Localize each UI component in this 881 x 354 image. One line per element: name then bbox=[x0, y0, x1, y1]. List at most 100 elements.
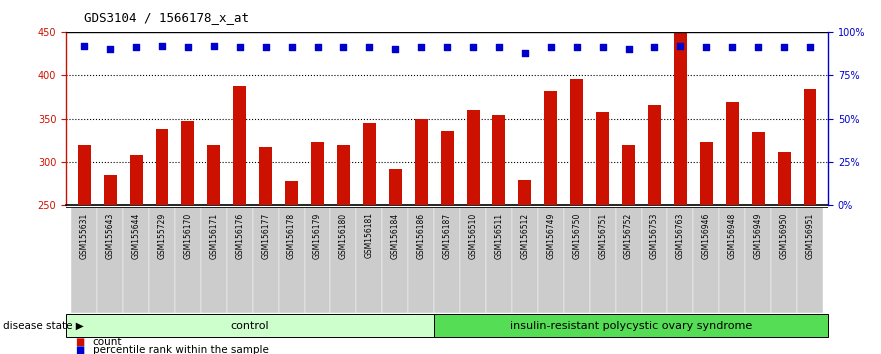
Bar bbox=[467, 110, 479, 205]
Text: insulin-resistant polycystic ovary syndrome: insulin-resistant polycystic ovary syndr… bbox=[510, 320, 752, 331]
Bar bbox=[337, 144, 350, 205]
Bar bbox=[104, 175, 116, 205]
Bar bbox=[751, 132, 765, 205]
Point bbox=[440, 45, 454, 50]
Point bbox=[129, 45, 143, 50]
Bar bbox=[363, 123, 376, 205]
Bar bbox=[518, 180, 531, 205]
Bar bbox=[201, 207, 226, 313]
Point bbox=[621, 46, 635, 52]
Bar bbox=[486, 207, 512, 313]
Text: GSM156178: GSM156178 bbox=[287, 212, 296, 258]
Point bbox=[544, 45, 558, 50]
Text: GSM156749: GSM156749 bbox=[546, 212, 555, 259]
Bar bbox=[674, 33, 687, 205]
Text: GSM156186: GSM156186 bbox=[417, 212, 426, 258]
Point bbox=[285, 45, 299, 50]
Bar bbox=[778, 153, 790, 205]
Point bbox=[337, 45, 351, 50]
Bar bbox=[745, 207, 771, 313]
Point bbox=[777, 45, 791, 50]
Text: ■: ■ bbox=[75, 345, 84, 354]
Text: GSM156949: GSM156949 bbox=[753, 212, 763, 259]
Point bbox=[596, 45, 610, 50]
Bar bbox=[305, 207, 330, 313]
Bar bbox=[512, 207, 537, 313]
Bar bbox=[726, 102, 738, 205]
Point bbox=[803, 45, 817, 50]
Bar bbox=[589, 207, 616, 313]
Text: GSM156170: GSM156170 bbox=[183, 212, 192, 259]
Bar bbox=[130, 155, 143, 205]
Bar bbox=[71, 207, 97, 313]
Bar bbox=[700, 142, 713, 205]
Text: GSM156946: GSM156946 bbox=[702, 212, 711, 259]
Bar bbox=[181, 121, 195, 205]
Bar bbox=[311, 142, 324, 205]
Bar bbox=[641, 207, 668, 313]
Point bbox=[466, 45, 480, 50]
Bar bbox=[408, 207, 434, 313]
Bar bbox=[460, 207, 486, 313]
Text: GSM156763: GSM156763 bbox=[676, 212, 685, 259]
Text: GSM155643: GSM155643 bbox=[106, 212, 115, 259]
Point bbox=[648, 45, 662, 50]
Point bbox=[181, 45, 195, 50]
Point bbox=[518, 50, 532, 56]
Text: GSM156176: GSM156176 bbox=[235, 212, 244, 259]
Point bbox=[103, 46, 117, 52]
Bar bbox=[771, 207, 797, 313]
Point bbox=[570, 45, 584, 50]
Text: GSM155644: GSM155644 bbox=[131, 212, 141, 259]
Bar bbox=[207, 144, 220, 205]
Text: GSM156510: GSM156510 bbox=[469, 212, 478, 259]
Bar bbox=[156, 129, 168, 205]
Bar bbox=[803, 89, 817, 205]
Point bbox=[751, 45, 766, 50]
Bar bbox=[492, 115, 506, 205]
Point bbox=[362, 45, 376, 50]
Text: control: control bbox=[231, 320, 270, 331]
Bar bbox=[570, 79, 583, 205]
Point bbox=[492, 45, 506, 50]
Bar bbox=[719, 207, 745, 313]
Bar bbox=[440, 131, 454, 205]
Point bbox=[700, 45, 714, 50]
Bar bbox=[648, 105, 661, 205]
Text: GSM155729: GSM155729 bbox=[158, 212, 167, 259]
Bar bbox=[253, 207, 278, 313]
Bar bbox=[382, 207, 408, 313]
Bar bbox=[175, 207, 201, 313]
Bar bbox=[278, 207, 305, 313]
Bar bbox=[389, 169, 402, 205]
Bar bbox=[233, 86, 246, 205]
Bar bbox=[66, 314, 434, 337]
Text: GSM156750: GSM156750 bbox=[573, 212, 581, 259]
Text: GSM156753: GSM156753 bbox=[650, 212, 659, 259]
Point bbox=[78, 43, 92, 48]
Bar bbox=[693, 207, 719, 313]
Bar bbox=[668, 207, 693, 313]
Text: GSM156171: GSM156171 bbox=[210, 212, 218, 258]
Text: GSM156181: GSM156181 bbox=[365, 212, 374, 258]
Text: GSM156951: GSM156951 bbox=[805, 212, 815, 259]
Text: count: count bbox=[93, 337, 122, 347]
Text: disease state ▶: disease state ▶ bbox=[3, 320, 84, 331]
Text: GSM156512: GSM156512 bbox=[521, 212, 529, 258]
Bar bbox=[537, 207, 564, 313]
Text: GSM156948: GSM156948 bbox=[728, 212, 737, 259]
Text: GSM156752: GSM156752 bbox=[624, 212, 633, 259]
Point bbox=[414, 45, 428, 50]
Bar bbox=[797, 207, 823, 313]
Bar bbox=[78, 144, 91, 205]
Text: GSM156177: GSM156177 bbox=[261, 212, 270, 259]
Bar bbox=[259, 147, 272, 205]
Text: GSM156184: GSM156184 bbox=[391, 212, 400, 258]
Bar bbox=[596, 112, 609, 205]
Bar bbox=[285, 181, 298, 205]
Point bbox=[310, 45, 324, 50]
Text: ■: ■ bbox=[75, 337, 84, 347]
Point bbox=[725, 45, 739, 50]
Bar bbox=[357, 207, 382, 313]
Bar bbox=[564, 207, 589, 313]
